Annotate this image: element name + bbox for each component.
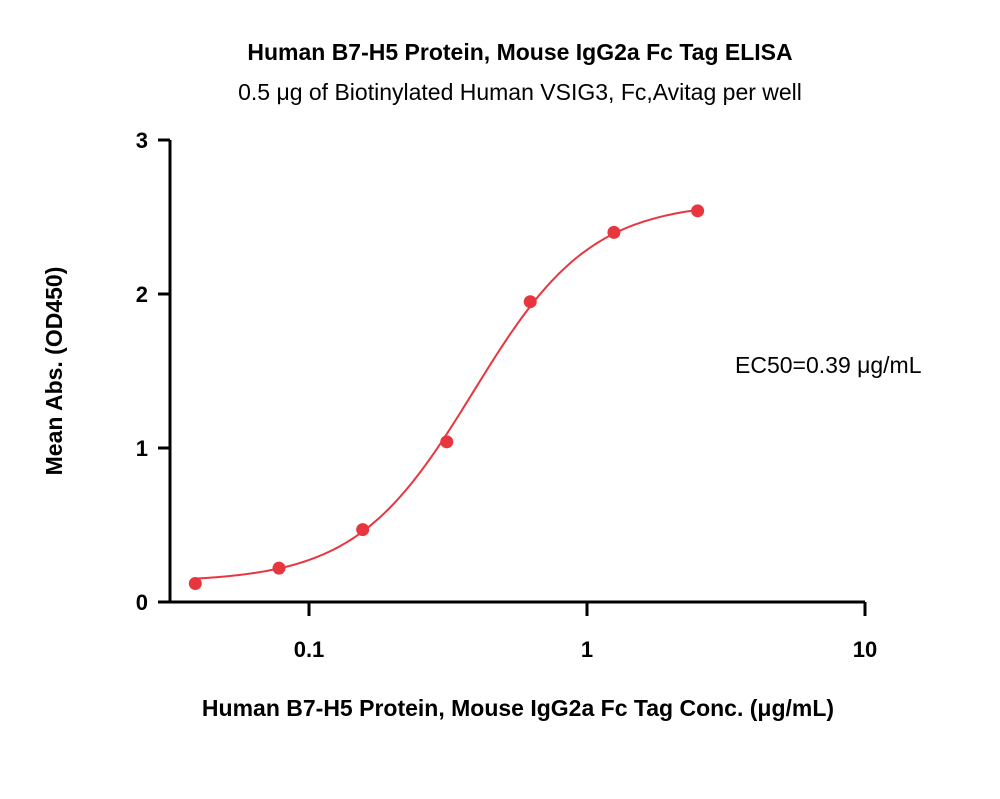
data-point (188, 577, 202, 591)
x-axis: 0.1 1 10 (170, 600, 877, 662)
y-tick-label: 0 (136, 590, 148, 615)
x-tick-label: 0.1 (294, 637, 325, 662)
data-points-group (188, 204, 705, 591)
y-tick-label: 2 (136, 282, 148, 307)
data-point (272, 561, 286, 575)
fit-curve (195, 208, 698, 580)
y-tick-label: 3 (136, 128, 148, 153)
ec50-annotation: EC50=0.39 μg/mL (735, 352, 922, 378)
x-axis-label: Human B7-H5 Protein, Mouse IgG2a Fc Tag … (202, 695, 834, 721)
x-tick-label: 10 (853, 637, 877, 662)
data-point (356, 523, 370, 537)
chart-title: Human B7-H5 Protein, Mouse IgG2a Fc Tag … (247, 39, 792, 65)
data-point (691, 204, 705, 218)
data-point (523, 295, 537, 309)
y-axis: 0 1 2 3 (136, 128, 172, 615)
x-tick-label: 1 (581, 637, 593, 662)
data-point (607, 225, 621, 239)
y-tick-label: 1 (136, 436, 148, 461)
fit-curve-group (195, 208, 698, 580)
data-point (440, 435, 454, 449)
y-axis-label: Mean Abs. (OD450) (41, 267, 67, 476)
chart-subtitle: 0.5 μg of Biotinylated Human VSIG3, Fc,A… (238, 79, 802, 105)
